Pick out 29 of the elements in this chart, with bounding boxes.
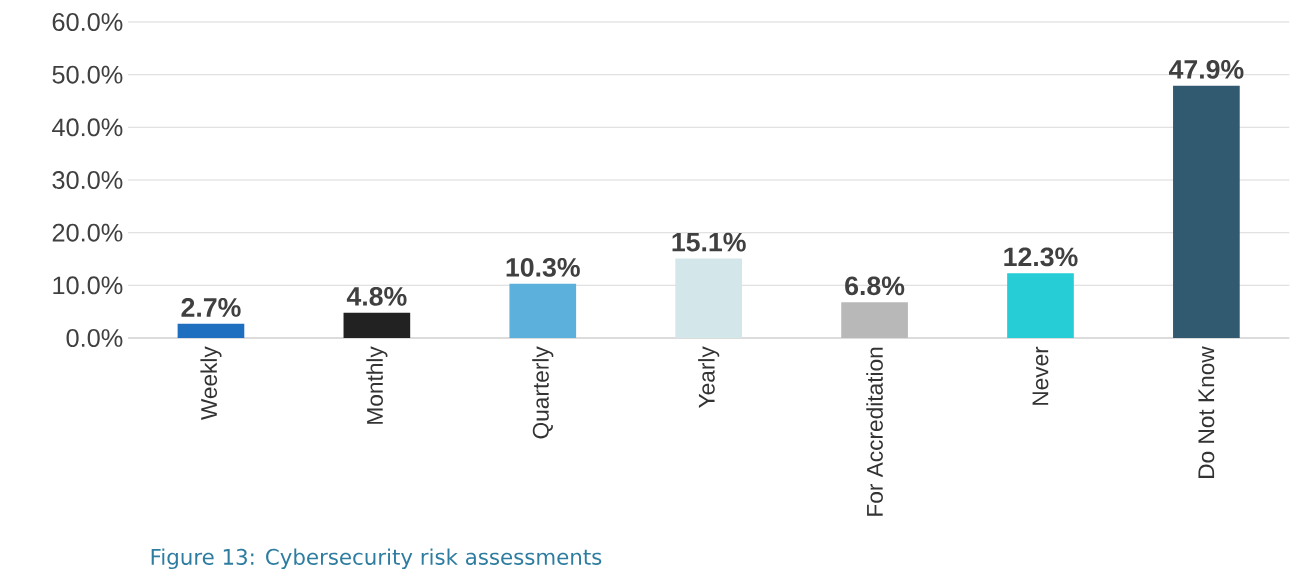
bar — [675, 258, 742, 338]
x-tick-label: Never — [1032, 346, 1049, 405]
y-tick-label: 30.0% — [52, 171, 123, 189]
y-tick-label: 40.0% — [52, 118, 123, 137]
x-tick-label: Yearly — [698, 346, 720, 408]
bar — [841, 302, 908, 338]
y-tick-label: 20.0% — [52, 223, 123, 242]
bar — [1173, 85, 1240, 338]
x-tick-label: For Accreditation — [866, 347, 883, 516]
bar — [509, 283, 577, 338]
x-tick-label: Quarterly — [532, 346, 554, 439]
data-label: 12.3% — [1004, 247, 1078, 267]
bar — [177, 323, 245, 338]
data-label: 15.1% — [672, 232, 746, 252]
x-tick-label: Monthly — [366, 346, 388, 424]
data-label: 2.7% — [181, 298, 241, 317]
y-tick-label: 50.0% — [52, 65, 123, 84]
y-tick-label: 0.0% — [66, 329, 123, 347]
bar — [343, 312, 411, 338]
data-label: 6.8% — [845, 276, 905, 296]
data-label: 4.8% — [346, 286, 407, 306]
data-label: 47.9% — [1168, 59, 1244, 79]
y-tick-label: 60.0% — [52, 13, 123, 31]
data-label: 10.3% — [506, 257, 580, 277]
x-tick-label: Weekly — [200, 346, 222, 421]
caption: Figure 13: Cybersecurity risk assessments — [151, 548, 602, 570]
bar — [1007, 273, 1074, 338]
x-tick-label: Do Not Know — [1198, 346, 1215, 478]
y-tick-label: 10.0% — [53, 276, 123, 295]
